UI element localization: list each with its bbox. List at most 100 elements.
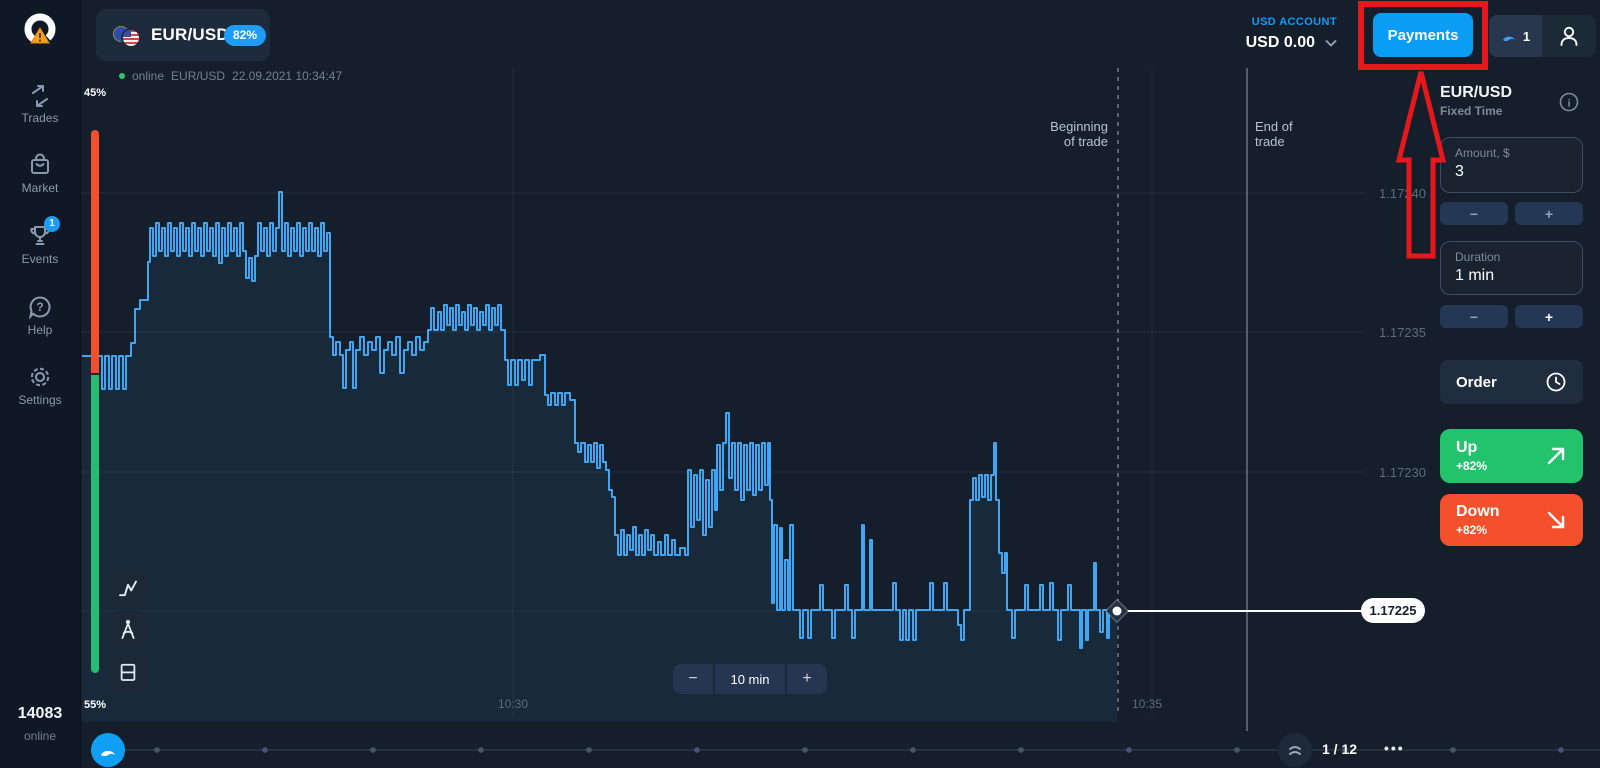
more-options-button[interactable]: ••• (1384, 740, 1405, 756)
us-flag-icon (123, 30, 139, 46)
info-icon[interactable]: i (1559, 92, 1579, 112)
down-button[interactable]: Down +82% (1440, 494, 1583, 546)
amount-field[interactable]: Amount, $ 3 (1440, 137, 1583, 193)
up-button[interactable]: Up +82% (1440, 429, 1583, 483)
online-counter: 14083 online (0, 705, 80, 743)
timeline-scrubber-button[interactable] (91, 733, 125, 767)
sidebar: Trades Market 1 Eve (0, 0, 80, 768)
sidebar-item-market[interactable]: Market (0, 152, 80, 195)
order-button[interactable]: Order (1440, 360, 1583, 404)
notifications-button[interactable]: 1 (1489, 15, 1542, 57)
online-count-label: online (23, 729, 57, 743)
chevron-down-icon (1325, 39, 1337, 47)
sidebar-item-trades[interactable]: Trades (0, 84, 80, 125)
sidebar-divider (80, 0, 81, 768)
arrow-down-right-icon (1547, 511, 1565, 529)
page-indicator: 1 / 12 (1322, 741, 1358, 757)
down-payout: +82% (1456, 523, 1488, 537)
scrubber-crescent-icon (101, 750, 115, 756)
amount-value: 3 (1455, 163, 1464, 180)
history-timeline-dots (130, 744, 1600, 756)
payout-badge: 82% (224, 25, 267, 46)
header-pill: 1 (1489, 15, 1596, 57)
down-label: Down (1456, 503, 1500, 520)
up-label: Up (1456, 439, 1478, 456)
time-axis-tick: 10:30 (497, 697, 529, 711)
price-axis-tick: 1.17235 (1379, 325, 1426, 340)
split-view-icon (120, 663, 136, 681)
online-status-dot (119, 73, 125, 79)
timeframe-zoom-in-button[interactable]: + (787, 664, 827, 694)
sidebar-item-help[interactable]: ? Help (0, 294, 80, 337)
help-icon: ? (28, 296, 51, 320)
asset-selector[interactable]: EUR/USD 82% (96, 9, 270, 61)
current-price-tag: 1.17225 (1361, 598, 1425, 623)
sentiment-bar-sell (91, 130, 99, 373)
duration-value: 1 min (1455, 267, 1495, 284)
sidebar-item-label: Help (27, 323, 53, 337)
duration-label: Duration (1455, 250, 1501, 264)
pagination-button[interactable] (1278, 733, 1312, 767)
payments-button[interactable]: Payments (1373, 13, 1473, 57)
status-state: online (132, 69, 165, 83)
account-balance: USD 0.00 (1245, 34, 1315, 51)
svg-text:?: ? (36, 300, 43, 314)
panel-mode-label: Fixed Time (1440, 104, 1503, 118)
amount-decrease-button[interactable]: − (1440, 202, 1508, 225)
amount-stepper: − + (1440, 202, 1583, 225)
svg-text:i: i (1567, 98, 1570, 110)
notification-crescent-icon (1502, 36, 1515, 41)
market-icon (31, 153, 49, 174)
price-area-fill (82, 192, 1117, 722)
profile-button[interactable] (1542, 15, 1596, 57)
timeframe-zoom-out-button[interactable]: − (673, 664, 713, 694)
profile-person-icon (1560, 26, 1578, 46)
duration-increase-button[interactable]: + (1515, 305, 1583, 328)
sidebar-item-label: Settings (18, 393, 62, 407)
asset-status-row: online EUR/USD 22.09.2021 10:34:47 (119, 69, 342, 83)
account-type-label: USD ACCOUNT (1251, 16, 1337, 28)
sidebar-item-label: Trades (21, 111, 59, 125)
sidebar-item-events[interactable]: 1 Events (0, 216, 80, 266)
duration-field[interactable]: Duration 1 min (1440, 241, 1583, 295)
price-line (82, 191, 1118, 649)
sentiment-up-percent: 45% (84, 87, 107, 99)
layout-split-button[interactable] (109, 653, 147, 691)
up-payout: +82% (1456, 459, 1488, 473)
events-badge: 1 (44, 216, 60, 232)
amount-label: Amount, $ (1455, 146, 1510, 160)
account-selector[interactable]: USD ACCOUNT USD 0.00 (1180, 16, 1337, 52)
asset-pair-label: EUR/USD (151, 25, 229, 44)
duration-decrease-button[interactable]: − (1440, 305, 1508, 328)
trades-icon (32, 85, 48, 107)
amount-increase-button[interactable]: + (1515, 202, 1583, 225)
panel-pair-title: EUR/USD (1440, 84, 1513, 101)
price-axis-tick: 1.17240 (1379, 186, 1426, 201)
settings-gear-icon (30, 367, 50, 387)
timeframe-value: 10 min (715, 664, 785, 694)
time-axis-tick: 10:35 (1131, 697, 1163, 711)
payments-arrow-annotation (1395, 71, 1447, 259)
current-price-dot (1112, 606, 1122, 616)
status-datetime: 22.09.2021 10:34:47 (232, 69, 343, 83)
duration-stepper: − + (1440, 305, 1583, 328)
chart-type-button[interactable] (109, 569, 147, 607)
status-pair: EUR/USD (171, 69, 226, 83)
price-axis-tick: 1.17230 (1379, 465, 1426, 480)
current-price-diamond (1104, 598, 1130, 624)
sidebar-item-label: Events (21, 252, 59, 266)
order-label: Order (1456, 373, 1497, 391)
compass-icon (121, 619, 135, 639)
arrow-up-right-icon (1547, 447, 1565, 465)
sidebar-item-settings[interactable]: Settings (0, 364, 80, 407)
olymptrade-logo[interactable] (21, 10, 59, 52)
double-chevron-icon (1289, 746, 1301, 755)
timeframe-control: − 10 min + (673, 664, 827, 694)
online-count-value: 14083 (17, 705, 63, 722)
sidebar-item-label: Market (21, 181, 59, 195)
notifications-count: 1 (1522, 28, 1531, 44)
drawing-tools-button[interactable] (109, 611, 147, 649)
